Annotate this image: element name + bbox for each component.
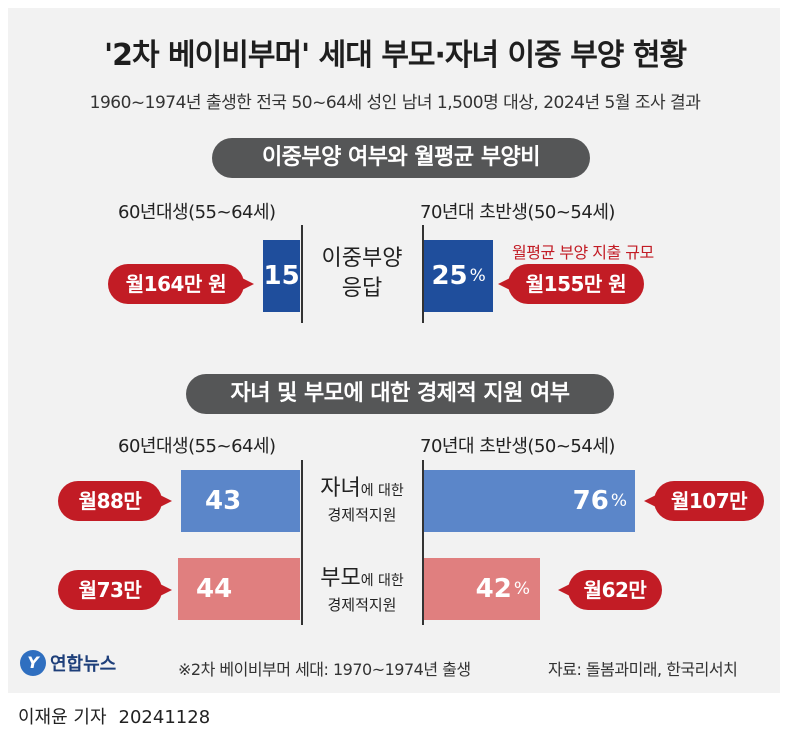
- chart-subtitle: 1960~1974년 출생한 전국 50~64세 성인 남녀 1,500명 대상…: [89, 93, 701, 113]
- bar-dual-support-70s: 25 %: [424, 240, 494, 312]
- value-label-dual-support-70s: 25: [431, 261, 468, 291]
- category-label-line2: 응답: [341, 276, 383, 301]
- percent-sign-parents: %: [513, 579, 530, 599]
- percent-sign-children: %: [610, 491, 627, 511]
- monthly-cost-label-60s: 월164만 원: [125, 272, 227, 296]
- category-label-children: 자녀에 대한 경제적지원: [303, 470, 421, 525]
- bar-children-support-70s: 76 %: [424, 470, 635, 532]
- category-parents-line2: 경제적지원: [327, 596, 397, 614]
- divider-left-2: [301, 460, 303, 625]
- monthly-cost-parents-60s: 월73만: [78, 578, 142, 602]
- bar-dual-support-60s: 15: [263, 240, 300, 312]
- section-title-financial-support: 자녀 및 부모에 대한 경제적 지원 여부: [186, 374, 614, 414]
- monthly-cost-callout-children-70s: 월107만: [644, 481, 764, 521]
- group-label-60s: 60년대생(55~64세): [118, 202, 276, 223]
- category-label-parents: 부모에 대한 경제적지원: [303, 560, 421, 615]
- value-label-parents-70s: 42: [475, 574, 512, 604]
- yonhap-logo-icon: Y: [20, 650, 46, 676]
- category-children-line2: 경제적지원: [327, 506, 397, 524]
- date: 20241128: [118, 707, 211, 728]
- monthly-cost-children-60s: 월88만: [78, 489, 142, 513]
- divider-right-2: [422, 460, 424, 625]
- value-label-parents-60s: 44: [196, 574, 233, 604]
- group-label-70s-2: 70년대 초반생(50~54세): [420, 436, 615, 457]
- percent-sign: %: [469, 266, 486, 286]
- group-label-60s-2: 60년대생(55~64세): [118, 436, 276, 457]
- category-children-main: 자녀: [320, 476, 361, 501]
- monthly-cost-parents-70s: 월62만: [583, 578, 647, 602]
- yonhap-logo-text: 연합뉴스: [50, 654, 117, 675]
- monthly-cost-label-70s: 월155만 원: [525, 272, 627, 296]
- source: 자료: 돌봄과미래, 한국리서치: [548, 660, 738, 679]
- category-children-sub: 에 대한: [360, 483, 404, 499]
- category-label-line1: 이중부양: [321, 246, 403, 271]
- value-label-children-60s: 43: [205, 486, 242, 516]
- category-parents-main: 부모: [320, 566, 361, 591]
- bar-parents-support-60s: 44: [178, 558, 300, 620]
- footnote: ※2차 베이비부머 세대: 1970~1974년 출생: [178, 660, 471, 679]
- bar-parents-support-70s: 42 %: [424, 558, 540, 620]
- yonhap-logo: Y 연합뉴스: [20, 650, 116, 676]
- monthly-cost-callout-children-60s: 월88만: [58, 481, 172, 521]
- reporter: 이재윤 기자: [18, 707, 107, 728]
- monthly-cost-callout-parents-60s: 월73만: [58, 570, 172, 610]
- value-label-dual-support-60s: 15: [263, 261, 300, 291]
- section-title-dual-support: 이중부양 여부와 월평균 부양비: [212, 138, 590, 178]
- divider-right: [422, 225, 424, 323]
- monthly-cost-children-70s: 월107만: [670, 489, 748, 513]
- monthly-cost-callout-60s: 월164만 원: [108, 264, 254, 304]
- category-parents-sub: 에 대한: [360, 573, 404, 589]
- group-label-70s: 70년대 초반생(50~54세): [420, 202, 615, 223]
- value-label-children-70s: 76: [572, 486, 609, 516]
- monthly-cost-callout-70s: 월155만 원: [498, 264, 644, 304]
- bar-children-support-60s: 43: [181, 470, 300, 532]
- chart-title: '2차 베이비부머' 세대 부모·자녀 이중 부양 현황: [103, 38, 687, 73]
- monthly-cost-callout-parents-70s: 월62만: [558, 570, 662, 610]
- byline: 이재윤 기자 20241128: [18, 703, 222, 729]
- monthly-cost-note: 월평균 부양 지출 규모: [512, 243, 654, 262]
- category-label-dual-support: 이중부양 응답: [303, 244, 421, 304]
- divider-left: [301, 225, 303, 323]
